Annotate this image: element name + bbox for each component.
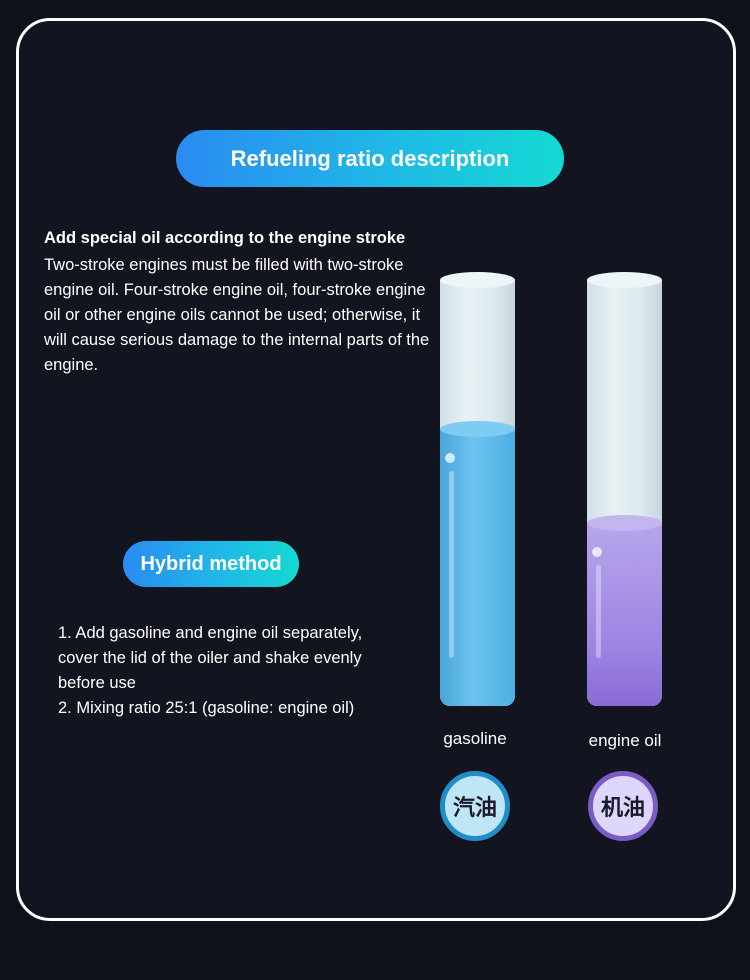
hybrid-steps: 1. Add gasoline and engine oil separatel… [58,621,418,721]
step-item: 1. Add gasoline and engine oil separatel… [58,624,363,692]
engine-oil-fill-surface [587,515,662,531]
hybrid-method-title: Hybrid method [123,541,299,587]
tube-top [587,272,662,288]
tube-highlight [449,471,454,658]
gasoline-badge: 汽油 [440,771,510,841]
engine-oil-badge: 机油 [588,771,658,841]
gasoline-fill [440,429,515,706]
intro-heading: Add special oil according to the engine … [44,229,406,247]
intro-text: Two-stroke engines must be filled with t… [44,256,430,374]
engine-oil-label: engine oil [588,731,662,750]
tube-top [440,272,515,288]
gasoline-label: gasoline [443,729,507,748]
page-title: Refueling ratio description [176,130,564,187]
tube-highlight [596,565,601,658]
gasoline-tube [440,272,515,706]
step-item: 2. Mixing ratio 25:1 (gasoline: engine o… [58,699,355,717]
engine-oil-tube [587,272,662,706]
tube-highlight-dot [592,547,602,557]
gasoline-fill-surface [440,421,515,437]
tube-highlight-dot [445,453,455,463]
